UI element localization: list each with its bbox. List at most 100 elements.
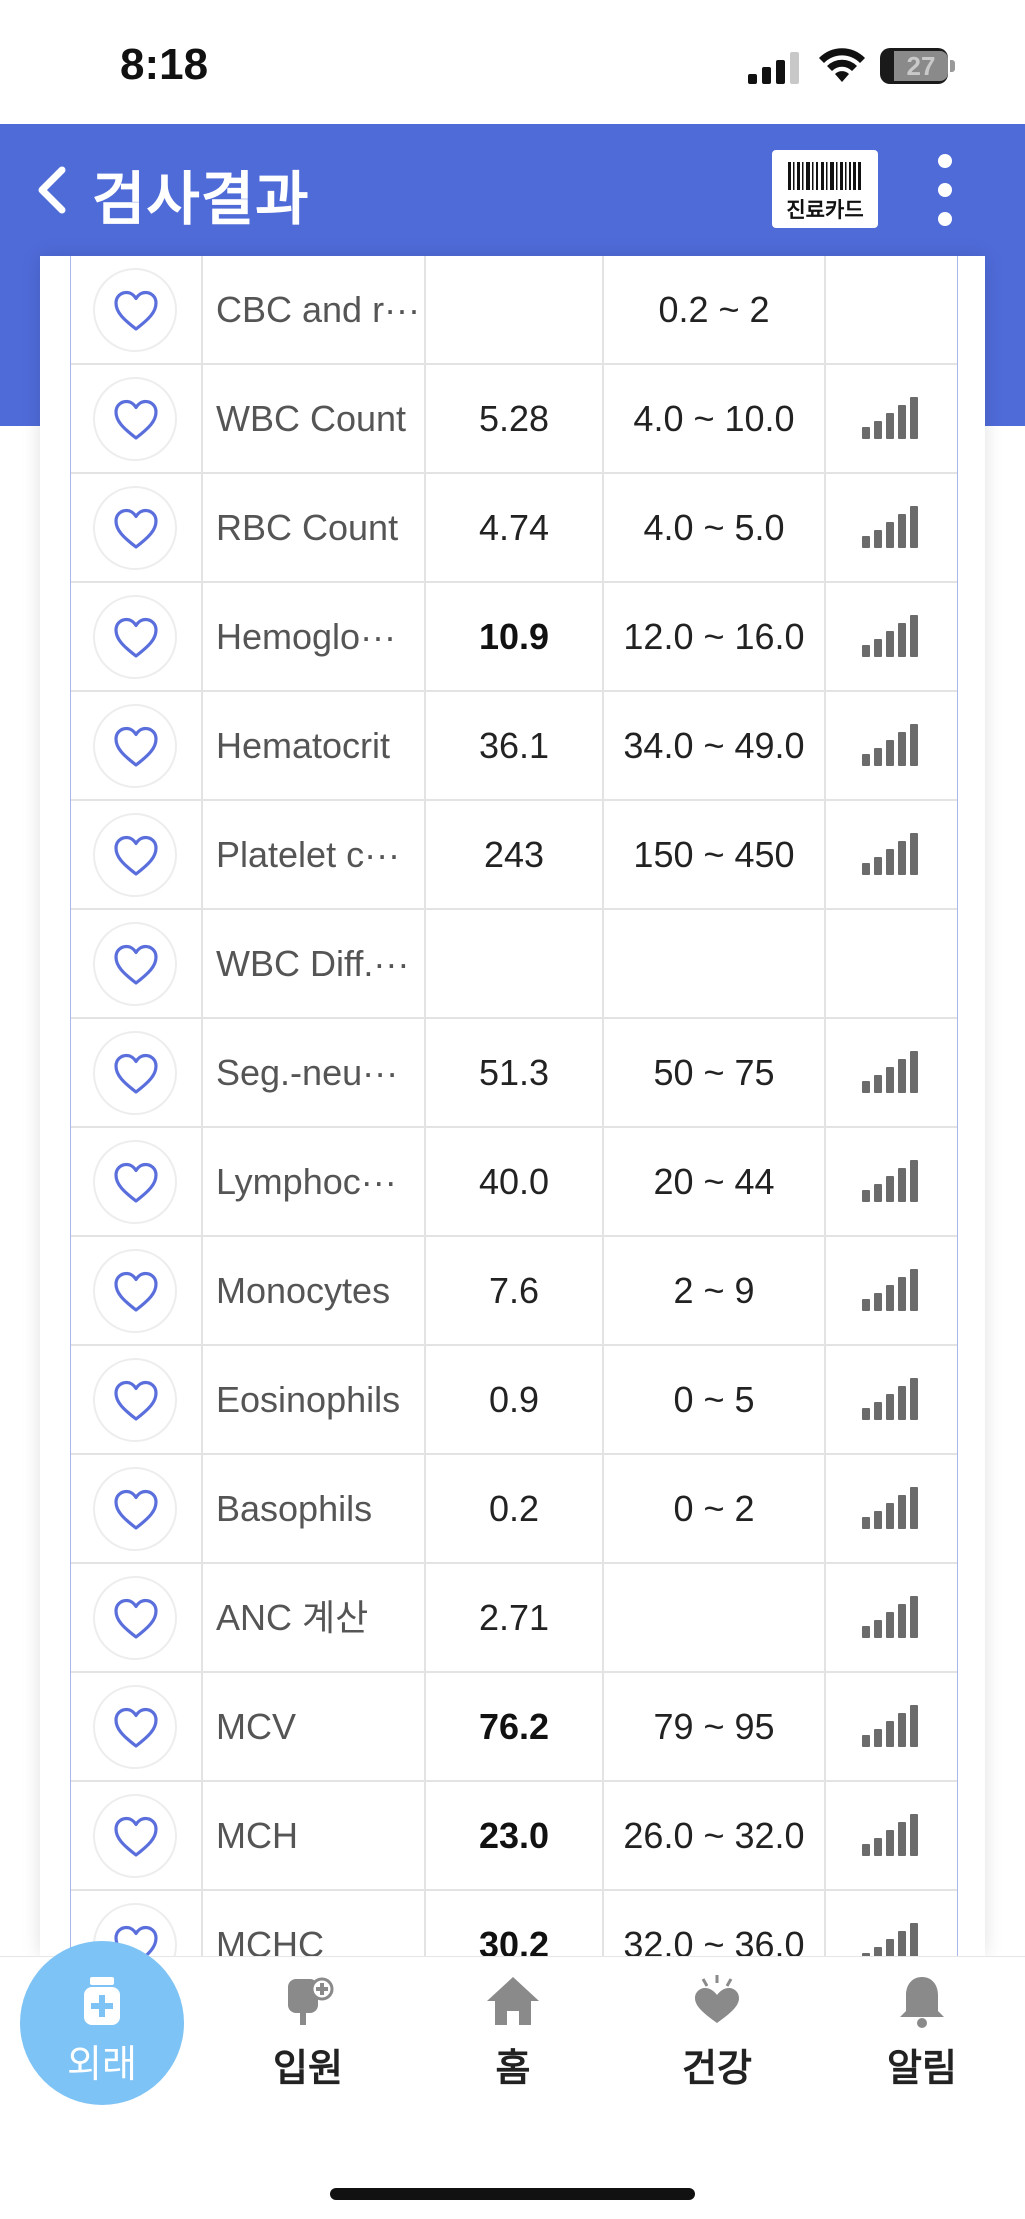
- result-row[interactable]: WBC Diff.···: [71, 910, 957, 1019]
- favorite-cell: [71, 1019, 203, 1126]
- trend-bars-icon: [862, 1705, 918, 1747]
- back-chevron-icon[interactable]: [30, 164, 74, 216]
- more-options-icon[interactable]: [930, 154, 960, 226]
- favorite-button[interactable]: [93, 922, 177, 1006]
- nav-item-3[interactable]: 홈: [433, 1957, 593, 2117]
- favorite-cell: [71, 1782, 203, 1889]
- trend-bars-icon: [862, 397, 918, 439]
- cellular-signal-icon: [748, 52, 799, 84]
- nav-item-4[interactable]: 건강: [637, 1957, 797, 2117]
- trend-cell[interactable]: [826, 1564, 957, 1671]
- heart-icon: [114, 508, 158, 549]
- favorite-cell: [71, 1455, 203, 1562]
- result-row[interactable]: CBC and r··· 0.2 ~ 2: [71, 256, 957, 365]
- trend-cell[interactable]: [826, 692, 957, 799]
- favorite-button[interactable]: [93, 1031, 177, 1115]
- home-indicator: [330, 2188, 695, 2200]
- nav-item-1[interactable]: 외래: [20, 1941, 184, 2105]
- favorite-button[interactable]: [93, 704, 177, 788]
- trend-cell[interactable]: [826, 583, 957, 690]
- result-row[interactable]: ANC 계산 2.71: [71, 1564, 957, 1673]
- trend-bars-icon: [862, 833, 918, 875]
- reference-range: 50 ~ 75: [604, 1019, 826, 1126]
- result-row[interactable]: Seg.-neu··· 51.3 50 ~ 75: [71, 1019, 957, 1128]
- nav-label: 외래: [67, 2044, 137, 2086]
- test-name: MCV: [203, 1673, 426, 1780]
- test-value: 4.74: [426, 474, 604, 581]
- trend-cell[interactable]: [826, 1346, 957, 1453]
- favorite-button[interactable]: [93, 377, 177, 461]
- result-row[interactable]: MCV 76.2 79 ~ 95: [71, 1673, 957, 1782]
- test-name: Seg.-neu···: [203, 1019, 426, 1126]
- favorite-button[interactable]: [93, 1794, 177, 1878]
- nav-label: 알림: [887, 2048, 957, 2090]
- result-row[interactable]: MCH 23.0 26.0 ~ 32.0: [71, 1782, 957, 1891]
- result-row[interactable]: Hematocrit 36.1 34.0 ~ 49.0: [71, 692, 957, 801]
- trend-cell[interactable]: [826, 1782, 957, 1889]
- favorite-button[interactable]: [93, 1358, 177, 1442]
- test-name: Basophils: [203, 1455, 426, 1562]
- test-value: 23.0: [426, 1782, 604, 1889]
- favorite-button[interactable]: [93, 268, 177, 352]
- favorite-cell: [71, 692, 203, 799]
- test-name: WBC Count: [203, 365, 426, 472]
- favorite-cell: [71, 583, 203, 690]
- heart-icon: [114, 617, 158, 658]
- favorite-button[interactable]: [93, 813, 177, 897]
- result-row[interactable]: Eosinophils 0.9 0 ~ 5: [71, 1346, 957, 1455]
- favorite-button[interactable]: [93, 1685, 177, 1769]
- trend-cell[interactable]: [826, 474, 957, 581]
- trend-cell[interactable]: [826, 801, 957, 908]
- favorite-button[interactable]: [93, 1140, 177, 1224]
- trend-cell[interactable]: [826, 1019, 957, 1126]
- test-name: ANC 계산: [203, 1564, 426, 1671]
- test-name: Lymphoc···: [203, 1128, 426, 1235]
- barcode-icon: [788, 162, 861, 190]
- result-row[interactable]: Lymphoc··· 40.0 20 ~ 44: [71, 1128, 957, 1237]
- test-name: CBC and r···: [203, 256, 426, 363]
- reference-range: 79 ~ 95: [604, 1673, 826, 1780]
- result-row[interactable]: Monocytes 7.6 2 ~ 9: [71, 1237, 957, 1346]
- favorite-button[interactable]: [93, 1249, 177, 1333]
- nav-item-2[interactable]: 입원: [228, 1957, 388, 2117]
- test-value: 0.9: [426, 1346, 604, 1453]
- trend-cell[interactable]: [826, 365, 957, 472]
- status-time: 8:18: [120, 40, 209, 89]
- favorite-cell: [71, 365, 203, 472]
- trend-cell[interactable]: [826, 1237, 957, 1344]
- battery-icon: 27: [880, 48, 956, 86]
- trend-cell[interactable]: [826, 1673, 957, 1780]
- result-row[interactable]: Platelet c··· 243 150 ~ 450: [71, 801, 957, 910]
- result-row[interactable]: Hemoglo··· 10.9 12.0 ~ 16.0: [71, 583, 957, 692]
- reference-range: 20 ~ 44: [604, 1128, 826, 1235]
- favorite-button[interactable]: [93, 1576, 177, 1660]
- test-name: RBC Count: [203, 474, 426, 581]
- trend-cell[interactable]: [826, 1455, 957, 1562]
- trend-bars-icon: [862, 724, 918, 766]
- nav-item-5[interactable]: 알림: [842, 1957, 1002, 2117]
- favorite-cell: [71, 801, 203, 908]
- iv-bag-icon: [280, 1973, 336, 2029]
- result-row[interactable]: Basophils 0.2 0 ~ 2: [71, 1455, 957, 1564]
- medical-card-button[interactable]: 진료카드: [772, 150, 878, 228]
- test-name: Platelet c···: [203, 801, 426, 908]
- favorite-button[interactable]: [93, 1467, 177, 1551]
- test-value: 0.2: [426, 1455, 604, 1562]
- results-table: CBC and r··· 0.2 ~ 2 WBC Count 5.28 4.0 ~ 10…: [70, 256, 958, 2000]
- bell-icon: [894, 1973, 950, 2029]
- test-value: 5.28: [426, 365, 604, 472]
- result-row[interactable]: RBC Count 4.74 4.0 ~ 5.0: [71, 474, 957, 583]
- favorite-button[interactable]: [93, 486, 177, 570]
- test-name: Eosinophils: [203, 1346, 426, 1453]
- medicine-bottle-icon: [74, 1973, 130, 2029]
- nav-label: 홈: [495, 2048, 531, 2090]
- heart-icon: [114, 835, 158, 876]
- status-bar: 8:18 27: [0, 0, 1025, 124]
- trend-cell[interactable]: [826, 1128, 957, 1235]
- trend-bars-icon: [862, 1596, 918, 1638]
- favorite-button[interactable]: [93, 595, 177, 679]
- reference-range: 34.0 ~ 49.0: [604, 692, 826, 799]
- result-row[interactable]: WBC Count 5.28 4.0 ~ 10.0: [71, 365, 957, 474]
- test-value: 2.71: [426, 1564, 604, 1671]
- test-value: 10.9: [426, 583, 604, 690]
